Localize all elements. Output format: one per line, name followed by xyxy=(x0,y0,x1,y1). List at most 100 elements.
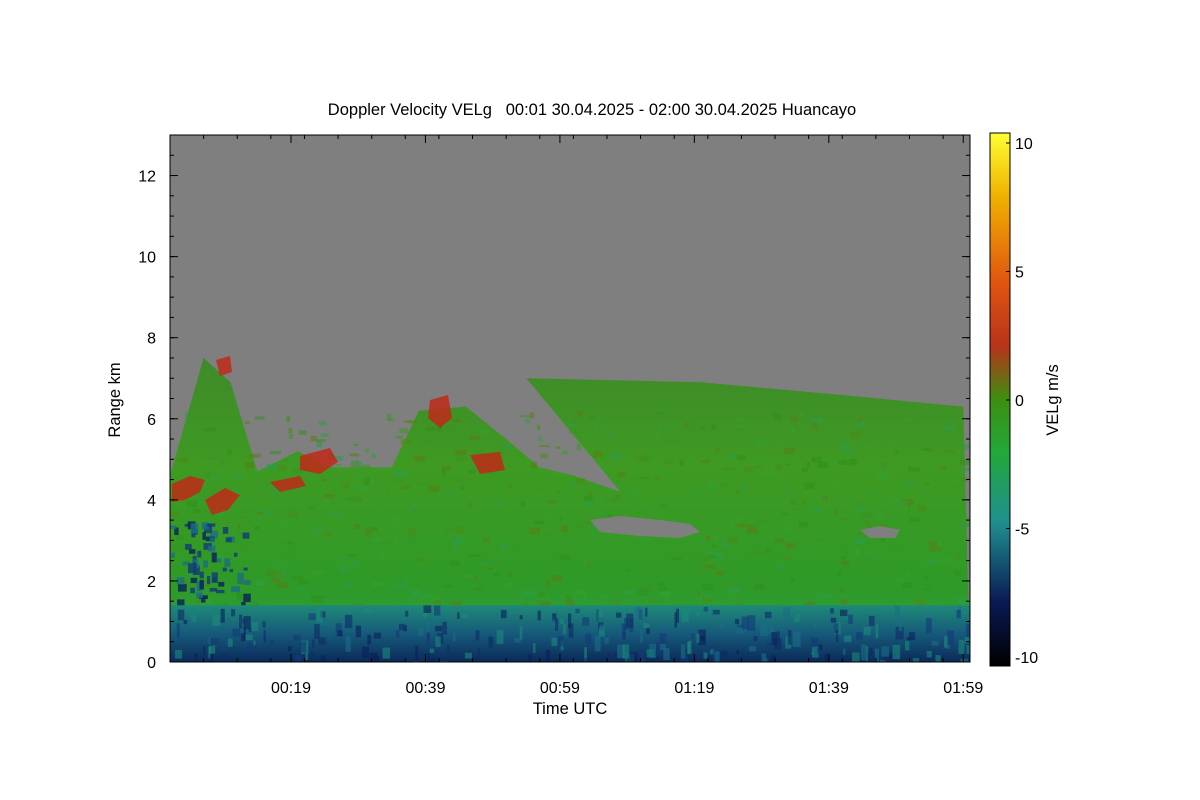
echo-texture-cell xyxy=(201,567,212,570)
echo-texture-cell xyxy=(498,530,503,533)
echo-texture-cell xyxy=(257,512,264,515)
echo-texture-cell xyxy=(175,457,188,462)
echo-texture-cell xyxy=(693,567,704,574)
echo-texture-cell xyxy=(559,516,563,522)
echo-texture-cell xyxy=(677,599,681,605)
low-layer-texture-cell xyxy=(287,646,292,651)
low-layer-texture-cell xyxy=(658,658,665,662)
low-layer-texture-cell xyxy=(251,621,259,632)
echo-texture-cell xyxy=(270,450,282,455)
echo-texture-cell xyxy=(244,580,251,585)
low-layer-texture-cell xyxy=(239,614,243,629)
echo-texture-cell xyxy=(350,496,362,501)
echo-texture-cell xyxy=(593,450,603,458)
echo-texture-cell xyxy=(269,602,280,605)
low-layer-texture-cell xyxy=(626,613,634,628)
low-layer-texture-cell xyxy=(931,640,939,646)
echo-texture-cell xyxy=(390,518,398,522)
echo-texture-cell xyxy=(417,558,425,563)
echo-texture-cell xyxy=(170,525,177,530)
low-layer-texture-cell xyxy=(776,631,780,641)
echo-texture-cell xyxy=(802,467,808,473)
echo-texture-cell xyxy=(330,502,336,505)
echo-texture-cell xyxy=(764,502,773,508)
echo-texture-cell xyxy=(203,560,208,568)
low-layer-texture-cell xyxy=(926,651,932,658)
low-layer-texture-cell xyxy=(691,633,695,640)
echo-texture-cell xyxy=(386,413,392,421)
echo-texture-cell xyxy=(958,523,969,527)
echo-texture-cell xyxy=(410,589,420,596)
echo-texture-cell xyxy=(817,461,829,469)
low-layer-texture-cell xyxy=(318,637,326,645)
low-layer-texture-cell xyxy=(768,626,775,634)
low-layer-texture-cell xyxy=(874,648,880,662)
echo-texture-cell xyxy=(241,515,247,519)
echo-texture-cell xyxy=(316,595,328,598)
echo-texture-cell xyxy=(963,443,970,450)
echo-texture-cell xyxy=(356,543,362,547)
low-layer-texture xyxy=(174,605,970,662)
low-layer-texture-cell xyxy=(875,624,879,639)
low-layer-texture-cell xyxy=(242,618,246,624)
echo-texture-cell xyxy=(962,516,970,522)
echo-texture-cell xyxy=(427,439,433,442)
echo-texture-cell xyxy=(234,552,238,557)
echo-texture-cell xyxy=(790,576,796,583)
low-layer-texture-cell xyxy=(840,609,848,617)
echo-texture-cell xyxy=(176,577,185,585)
echo-texture-cell xyxy=(708,481,714,486)
echo-texture-cell xyxy=(362,464,371,469)
echo-texture-cell xyxy=(876,508,881,514)
echo-texture-cell xyxy=(841,446,851,454)
echo-region xyxy=(170,358,970,662)
low-layer-texture-cell xyxy=(174,649,183,659)
echo-texture-cell xyxy=(284,558,293,562)
echo-texture-cell xyxy=(365,528,372,536)
echo-texture-cell xyxy=(533,521,544,525)
y-tick-label: 2 xyxy=(147,574,156,591)
echo-texture-cell xyxy=(446,424,451,427)
echo-texture-cell xyxy=(191,533,196,538)
echo-texture-cell xyxy=(209,588,218,592)
low-layer-texture-cell xyxy=(361,646,369,658)
echo-texture-cell xyxy=(310,474,316,481)
echo-texture-cell xyxy=(907,504,911,511)
echo-texture-cell xyxy=(906,418,917,422)
low-layer-texture-cell xyxy=(960,658,969,662)
low-layer-texture-cell xyxy=(818,644,823,651)
echo-texture-cell xyxy=(309,506,315,509)
low-layer-texture-cell xyxy=(598,617,604,631)
low-layer-texture-cell xyxy=(792,631,801,648)
echo-texture-cell xyxy=(363,478,371,486)
low-layer-texture-cell xyxy=(240,633,245,642)
echo-texture-cell xyxy=(726,537,738,543)
low-layer-texture-cell xyxy=(712,609,720,615)
low-layer-texture-cell xyxy=(600,657,607,662)
echo-texture-cell xyxy=(615,494,620,499)
echo-texture-cell xyxy=(704,564,716,569)
echo-texture-cell xyxy=(791,426,795,433)
low-layer-texture-cell xyxy=(232,628,241,637)
echo-texture-cell xyxy=(466,532,475,535)
echo-texture-cell xyxy=(442,469,446,477)
low-layer-texture-cell xyxy=(399,623,405,631)
echo-texture-cell xyxy=(858,416,864,423)
echo-texture-cell xyxy=(224,558,231,567)
echo-texture-cell xyxy=(703,557,708,563)
echo-texture-cell xyxy=(444,528,453,533)
echo-texture-cell xyxy=(855,548,860,556)
echo-texture-cell xyxy=(186,572,193,580)
echo-texture-cell xyxy=(500,544,511,549)
echo-texture-cell xyxy=(885,494,890,498)
echo-texture-cell xyxy=(469,554,482,558)
low-layer-texture-cell xyxy=(442,621,447,635)
echo-texture-cell xyxy=(237,523,241,529)
low-layer-texture-cell xyxy=(527,654,532,662)
echo-texture-cell xyxy=(451,419,462,422)
echo-texture-cell xyxy=(428,485,439,492)
low-layer-texture-cell xyxy=(531,657,534,662)
echo-texture-cell xyxy=(575,478,586,484)
echo-texture-cell xyxy=(207,545,216,552)
low-layer-texture-cell xyxy=(568,623,574,638)
